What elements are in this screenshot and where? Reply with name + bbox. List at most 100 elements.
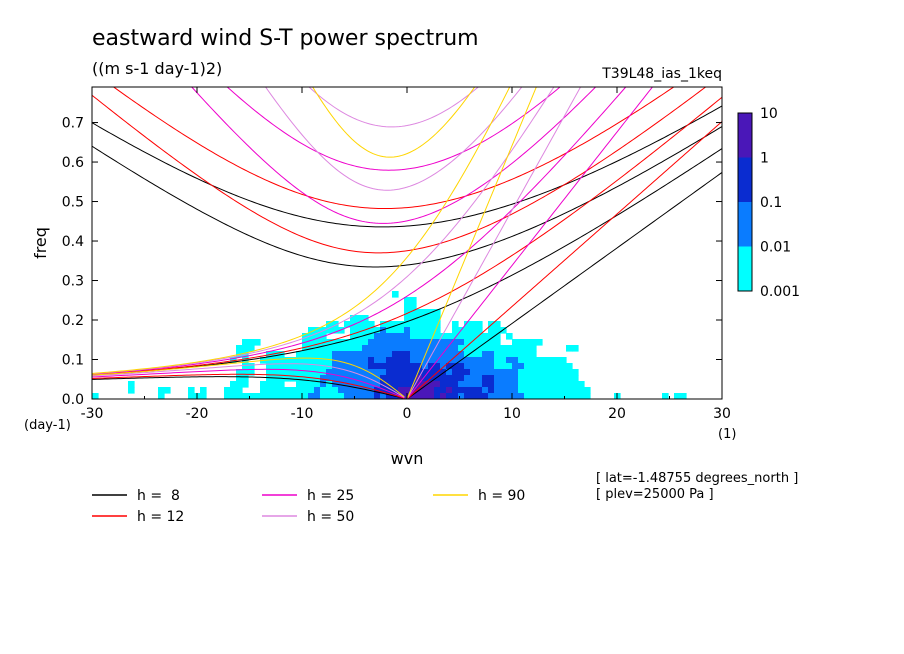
spectrum-cell [560, 381, 567, 388]
spectrum-cell [392, 381, 399, 388]
y-tick-label: 0.4 [62, 234, 84, 250]
spectrum-cell [506, 369, 513, 376]
spectrum-cell [248, 393, 255, 399]
spectrum-cell [308, 339, 315, 346]
spectrum-cell [350, 333, 357, 340]
spectrum-cell [572, 345, 579, 352]
spectrum-cell [290, 369, 297, 376]
spectrum-cell [350, 339, 357, 346]
spectrum-cell [560, 369, 567, 376]
spectrum-cell [410, 345, 417, 352]
spectrum-cell [434, 321, 441, 328]
spectrum-cell [512, 369, 519, 376]
x-unit-label: (1) [718, 427, 736, 442]
spectrum-cell [476, 345, 483, 352]
spectrum-cell [536, 369, 543, 376]
spectrum-cell [440, 363, 447, 370]
spectrum-cell [518, 345, 525, 352]
spectrum-cell [362, 339, 369, 346]
spectrum-cell [566, 393, 573, 399]
spectrum-cell [446, 333, 453, 340]
spectrum-cell [494, 327, 501, 334]
spectrum-cell [476, 321, 483, 328]
spectrum-cell [410, 357, 417, 364]
spectrum-cell [440, 375, 447, 382]
inertia-gravity-curve [264, 87, 523, 191]
x-tick-label: 30 [713, 406, 731, 422]
spectrum-cell [458, 393, 465, 399]
spectrum-cell [158, 393, 165, 399]
spectrum-cell [470, 369, 477, 376]
spectrum-cell [446, 351, 453, 358]
spectrum-cell [404, 375, 411, 382]
spectrum-cell [452, 321, 459, 328]
spectrum-cell [458, 339, 465, 346]
spectrum-cell [500, 363, 507, 370]
spectrum-cell [530, 375, 537, 382]
spectrum-cell [542, 363, 549, 370]
spectrum-cell [272, 393, 279, 399]
spectrum-cell [236, 345, 243, 352]
spectrum-cell [452, 381, 459, 388]
spectrum-cell [500, 387, 507, 394]
spectrum-cell [422, 357, 429, 364]
spectrum-cell [338, 381, 345, 388]
colorbar: 0.001 0.01 0.1 1 10 [737, 106, 800, 300]
spectrum-cell [560, 363, 567, 370]
spectrum-cell [278, 363, 285, 370]
spectrum-cell [308, 327, 315, 334]
legend-label: h = 25 [307, 488, 354, 504]
spectrum-cell [308, 357, 315, 364]
spectrum-cell [398, 327, 405, 334]
spectrum-cell [506, 375, 513, 382]
spectrum-cell [278, 357, 285, 364]
spectrum-cell [470, 321, 477, 328]
spectrum-cell [368, 333, 375, 340]
spectrum-cell [368, 345, 375, 352]
spectrum-cell [308, 393, 315, 399]
kelvin-wave-curve [406, 87, 582, 399]
spectrum-cell [494, 339, 501, 346]
spectrum-cell [500, 375, 507, 382]
spectrum-cell [416, 375, 423, 382]
spectrum-cell [326, 387, 333, 394]
spectrum-cell [404, 345, 411, 352]
spectrum-cell [350, 375, 357, 382]
spectrum-cell [296, 375, 303, 382]
spectrum-cell [260, 387, 267, 394]
spectrum-cell [374, 369, 381, 376]
spectrum-cell [236, 375, 243, 382]
spectrum-cell [350, 327, 357, 334]
spectrum-cell [464, 345, 471, 352]
spectrum-cell [482, 351, 489, 358]
spectrum-cell [518, 387, 525, 394]
spectrum-cell [428, 387, 435, 394]
spectrum-cell [464, 351, 471, 358]
spectrum-cell [296, 351, 303, 358]
kelvin-wave-curve [406, 87, 537, 399]
spectrum-cell [464, 381, 471, 388]
mixed-rossby-gravity-curve [92, 87, 555, 375]
spectrum-cell [356, 357, 363, 364]
spectrum-cell [434, 315, 441, 322]
spectrum-cell [470, 375, 477, 382]
spectrum-cell [536, 339, 543, 346]
spectrum-cell [446, 381, 453, 388]
spectrum-cell [242, 363, 249, 370]
spectrum-cell [530, 345, 537, 352]
spectrum-cell [314, 363, 321, 370]
spectrum-cell [554, 375, 561, 382]
spectrum-cell [374, 339, 381, 346]
spectrum-cell [524, 339, 531, 346]
spectrum-cell [500, 345, 507, 352]
spectrum-cell [572, 375, 579, 382]
spectrum-cell [326, 345, 333, 352]
spectrum-cell [284, 393, 291, 399]
spectrum-cell [392, 351, 399, 358]
spectrum-cell [404, 351, 411, 358]
spectrum-cell [344, 393, 351, 399]
spectrum-cell [470, 333, 477, 340]
spectrum-cell [404, 363, 411, 370]
spectrum-cell [572, 393, 579, 399]
